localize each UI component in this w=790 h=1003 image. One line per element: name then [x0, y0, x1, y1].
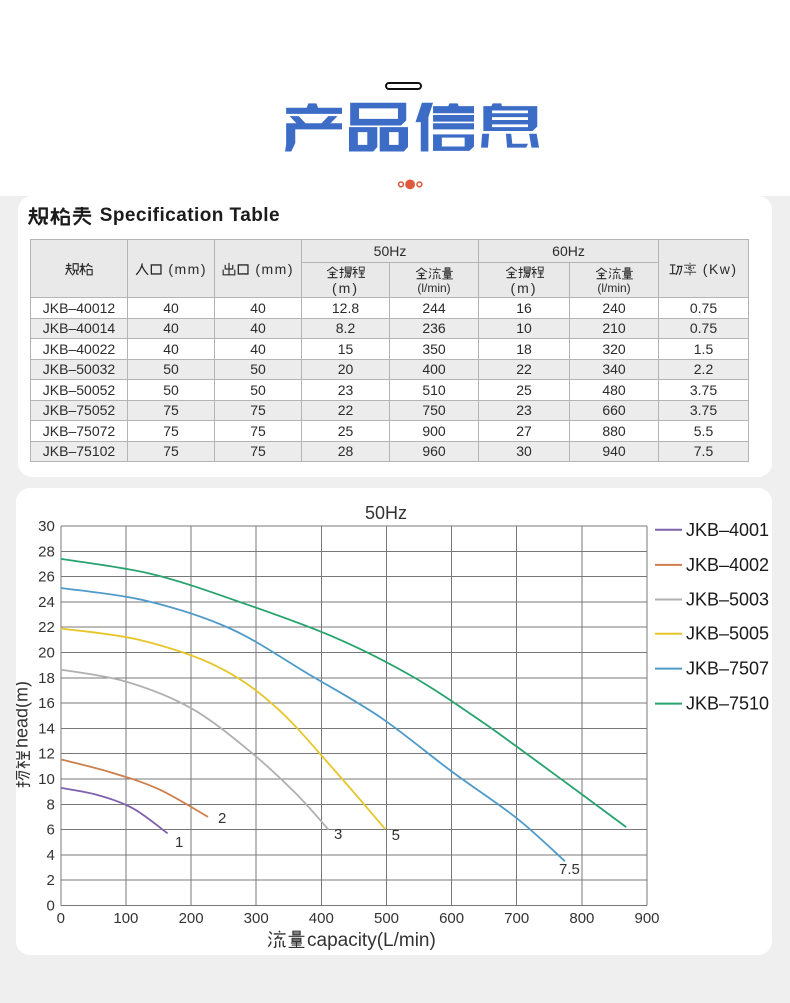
svg-text:capacity(L/min): capacity(L/min): [307, 930, 436, 951]
svg-text:16: 16: [38, 695, 55, 712]
svg-text:20: 20: [38, 645, 55, 662]
svg-text:30: 30: [38, 518, 55, 535]
svg-text:50Hz: 50Hz: [365, 503, 407, 523]
svg-text:100: 100: [113, 910, 138, 927]
svg-text:head(m): head(m): [16, 681, 32, 748]
svg-text:18: 18: [38, 670, 55, 687]
svg-text:1: 1: [175, 834, 183, 851]
svg-text:28: 28: [38, 543, 55, 560]
svg-text:26: 26: [38, 569, 55, 586]
svg-text:0: 0: [57, 910, 65, 927]
svg-text:10: 10: [38, 771, 55, 788]
svg-text:24: 24: [38, 594, 55, 611]
svg-text:500: 500: [374, 910, 399, 927]
svg-text:14: 14: [38, 720, 55, 737]
svg-text:2: 2: [46, 872, 54, 889]
svg-text:JKB–5005: JKB–5005: [686, 624, 769, 644]
svg-text:JKB–4001: JKB–4001: [686, 520, 769, 540]
svg-text:22: 22: [38, 619, 55, 636]
svg-text:JKB–4002: JKB–4002: [686, 555, 769, 575]
svg-text:12: 12: [38, 746, 55, 763]
svg-text:300: 300: [244, 910, 269, 927]
svg-text:5: 5: [392, 827, 400, 844]
svg-text:4: 4: [46, 847, 54, 864]
svg-text:2: 2: [218, 810, 226, 827]
svg-text:700: 700: [504, 910, 529, 927]
svg-text:400: 400: [309, 910, 334, 927]
svg-text:JKB–5003: JKB–5003: [686, 590, 769, 610]
svg-text:8: 8: [46, 796, 54, 813]
svg-text:7.5: 7.5: [559, 861, 580, 878]
svg-text:JKB–7510: JKB–7510: [686, 694, 769, 714]
svg-text:800: 800: [569, 910, 594, 927]
svg-text:200: 200: [179, 910, 204, 927]
svg-text:3: 3: [334, 826, 342, 843]
svg-text:600: 600: [439, 910, 464, 927]
svg-text:900: 900: [634, 910, 659, 927]
svg-text:6: 6: [46, 822, 54, 839]
svg-text:0: 0: [46, 898, 54, 915]
svg-text:JKB–7507: JKB–7507: [686, 659, 769, 679]
